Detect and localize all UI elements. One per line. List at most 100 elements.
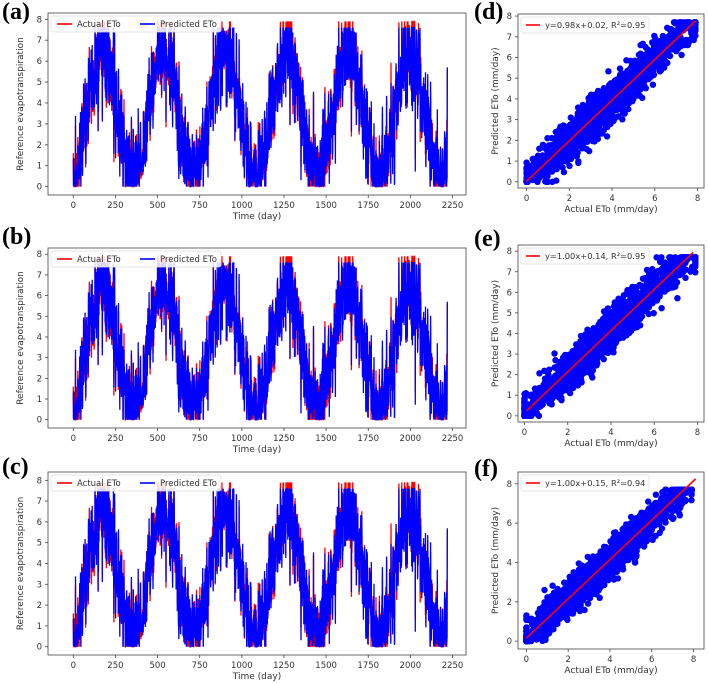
legend-actual: Actual ETo xyxy=(77,255,121,265)
x-tick-label: 0 xyxy=(524,194,529,204)
y-tick-label: 5 xyxy=(507,74,512,84)
plot-area-c xyxy=(72,481,448,648)
x-tick-label: 0 xyxy=(522,428,527,438)
x-tick-label: 1000 xyxy=(231,661,253,671)
y-tick-label: 0 xyxy=(507,178,512,188)
x-tick-label: 250 xyxy=(107,661,123,671)
x-tick-label: 6 xyxy=(649,655,654,665)
y-axis-label: Reference evapotranspiration xyxy=(16,37,26,171)
legend-predicted: Predicted ETo xyxy=(160,479,217,489)
y-tick-label: 7 xyxy=(507,268,512,278)
y-tick-label: 7 xyxy=(37,271,42,281)
chart-d: 0 2 4 6 8 0 1 2 3 4 5 6 7 8 Actual ETo (mm/day) Predict… xyxy=(491,12,705,215)
y-tick-label: 8 xyxy=(37,476,42,486)
predicted-eto-line xyxy=(72,487,448,648)
x-tick-label: 1250 xyxy=(273,661,295,671)
y-tick-label: 4 xyxy=(37,560,42,570)
y-tick-label: 2 xyxy=(37,374,42,384)
y-tick-label: 3 xyxy=(507,116,512,126)
x-tick-label: 2250 xyxy=(442,201,464,211)
legend-fit: y=1.00x+0.14, R²=0.95 xyxy=(545,251,645,261)
x-tick-label: 500 xyxy=(149,434,165,444)
y-tick-label: 0 xyxy=(37,183,42,193)
legend: y=1.00x+0.15, R²=0.94 xyxy=(520,474,650,492)
y-tick-label: 2 xyxy=(507,136,512,146)
plot-area-b xyxy=(72,254,448,421)
x-tick-label: 1500 xyxy=(315,661,337,671)
x-tick-label: 1250 xyxy=(273,434,295,444)
y-tick-label: 8 xyxy=(37,250,42,260)
x-tick-label: 750 xyxy=(192,661,208,671)
y-tick-label: 6 xyxy=(507,288,512,298)
predicted-eto-line xyxy=(72,26,448,188)
plot-area-e xyxy=(521,251,699,419)
y-tick-label: 4 xyxy=(37,99,42,109)
x-tick-label: 2000 xyxy=(400,661,422,671)
x-tick-label: 8 xyxy=(691,655,696,665)
y-axis-label: Predicted ETo (mm/day) xyxy=(491,280,501,387)
axes-frame xyxy=(47,247,467,429)
predicted-eto-line xyxy=(72,261,448,421)
y-tick-label: 4 xyxy=(37,333,42,343)
legend-predicted: Predicted ETo xyxy=(160,20,217,30)
y-axis-label: Reference evapotranspiration xyxy=(16,497,26,631)
legend-actual: Actual ETo xyxy=(77,479,121,489)
y-axis-label: Predicted ETo (mm/day) xyxy=(491,47,501,154)
fit-line xyxy=(526,251,694,412)
y-tick-label: 8 xyxy=(507,12,512,22)
y-tick-label: 5 xyxy=(37,539,42,549)
y-tick-label: 8 xyxy=(507,247,512,257)
plot-area-f xyxy=(523,478,697,645)
y-tick-label: 4 xyxy=(507,95,512,105)
y-tick-label: 2 xyxy=(507,598,512,608)
x-tick-label: 1500 xyxy=(315,201,337,211)
y-tick-label: 5 xyxy=(37,312,42,322)
panel-label-f: (f) xyxy=(474,456,498,482)
x-tick-label: 4 xyxy=(609,194,614,204)
y-tick-label: 2 xyxy=(37,141,42,151)
x-tick-label: 0 xyxy=(524,655,529,665)
x-tick-label: 250 xyxy=(107,201,123,211)
y-tick-label: 4 xyxy=(507,330,512,340)
y-tick-label: 6 xyxy=(37,57,42,67)
y-tick-label: 0 xyxy=(37,416,42,426)
y-tick-label: 1 xyxy=(37,622,42,632)
x-tick-label: 2 xyxy=(565,428,570,438)
legend-fit: y=0.98x+0.02, R²=0.95 xyxy=(545,20,645,30)
panel-label-b: (b) xyxy=(2,224,32,250)
legend: Actual ETo Predicted ETo xyxy=(50,250,222,268)
axes-frame xyxy=(47,12,467,196)
y-tick-label: 3 xyxy=(37,354,42,364)
legend: y=0.98x+0.02, R²=0.95 xyxy=(520,16,650,34)
y-tick-label: 1 xyxy=(507,391,512,401)
y-tick-label: 0 xyxy=(507,412,512,422)
y-tick-label: 1 xyxy=(507,157,512,167)
x-tick-label: 1000 xyxy=(231,434,253,444)
x-tick-label: 4 xyxy=(608,428,613,438)
y-tick-label: 5 xyxy=(37,78,42,88)
y-tick-label: 8 xyxy=(507,480,512,490)
panel-label-c: (c) xyxy=(2,454,29,480)
x-tick-label: 2000 xyxy=(400,434,422,444)
x-tick-label: 6 xyxy=(652,194,657,204)
fit-line xyxy=(525,478,697,639)
x-tick-label: 750 xyxy=(192,201,208,211)
x-tick-label: 8 xyxy=(695,428,700,438)
y-tick-label: 5 xyxy=(507,309,512,319)
x-tick-label: 2 xyxy=(567,194,572,204)
x-axis-label: Time (day) xyxy=(232,212,281,222)
x-tick-label: 500 xyxy=(149,201,165,211)
x-tick-label: 8 xyxy=(695,194,700,204)
y-tick-label: 3 xyxy=(37,120,42,130)
y-tick-label: 2 xyxy=(37,601,42,611)
x-tick-label: 1500 xyxy=(315,434,337,444)
y-tick-label: 6 xyxy=(37,292,42,302)
plot-area-a xyxy=(72,19,448,188)
x-tick-label: 2 xyxy=(565,655,570,665)
legend: Actual ETo Predicted ETo xyxy=(50,15,222,33)
x-tick-label: 6 xyxy=(652,428,657,438)
legend-actual: Actual ETo xyxy=(77,20,121,30)
x-tick-label: 0 xyxy=(71,434,76,444)
y-tick-label: 6 xyxy=(507,519,512,529)
